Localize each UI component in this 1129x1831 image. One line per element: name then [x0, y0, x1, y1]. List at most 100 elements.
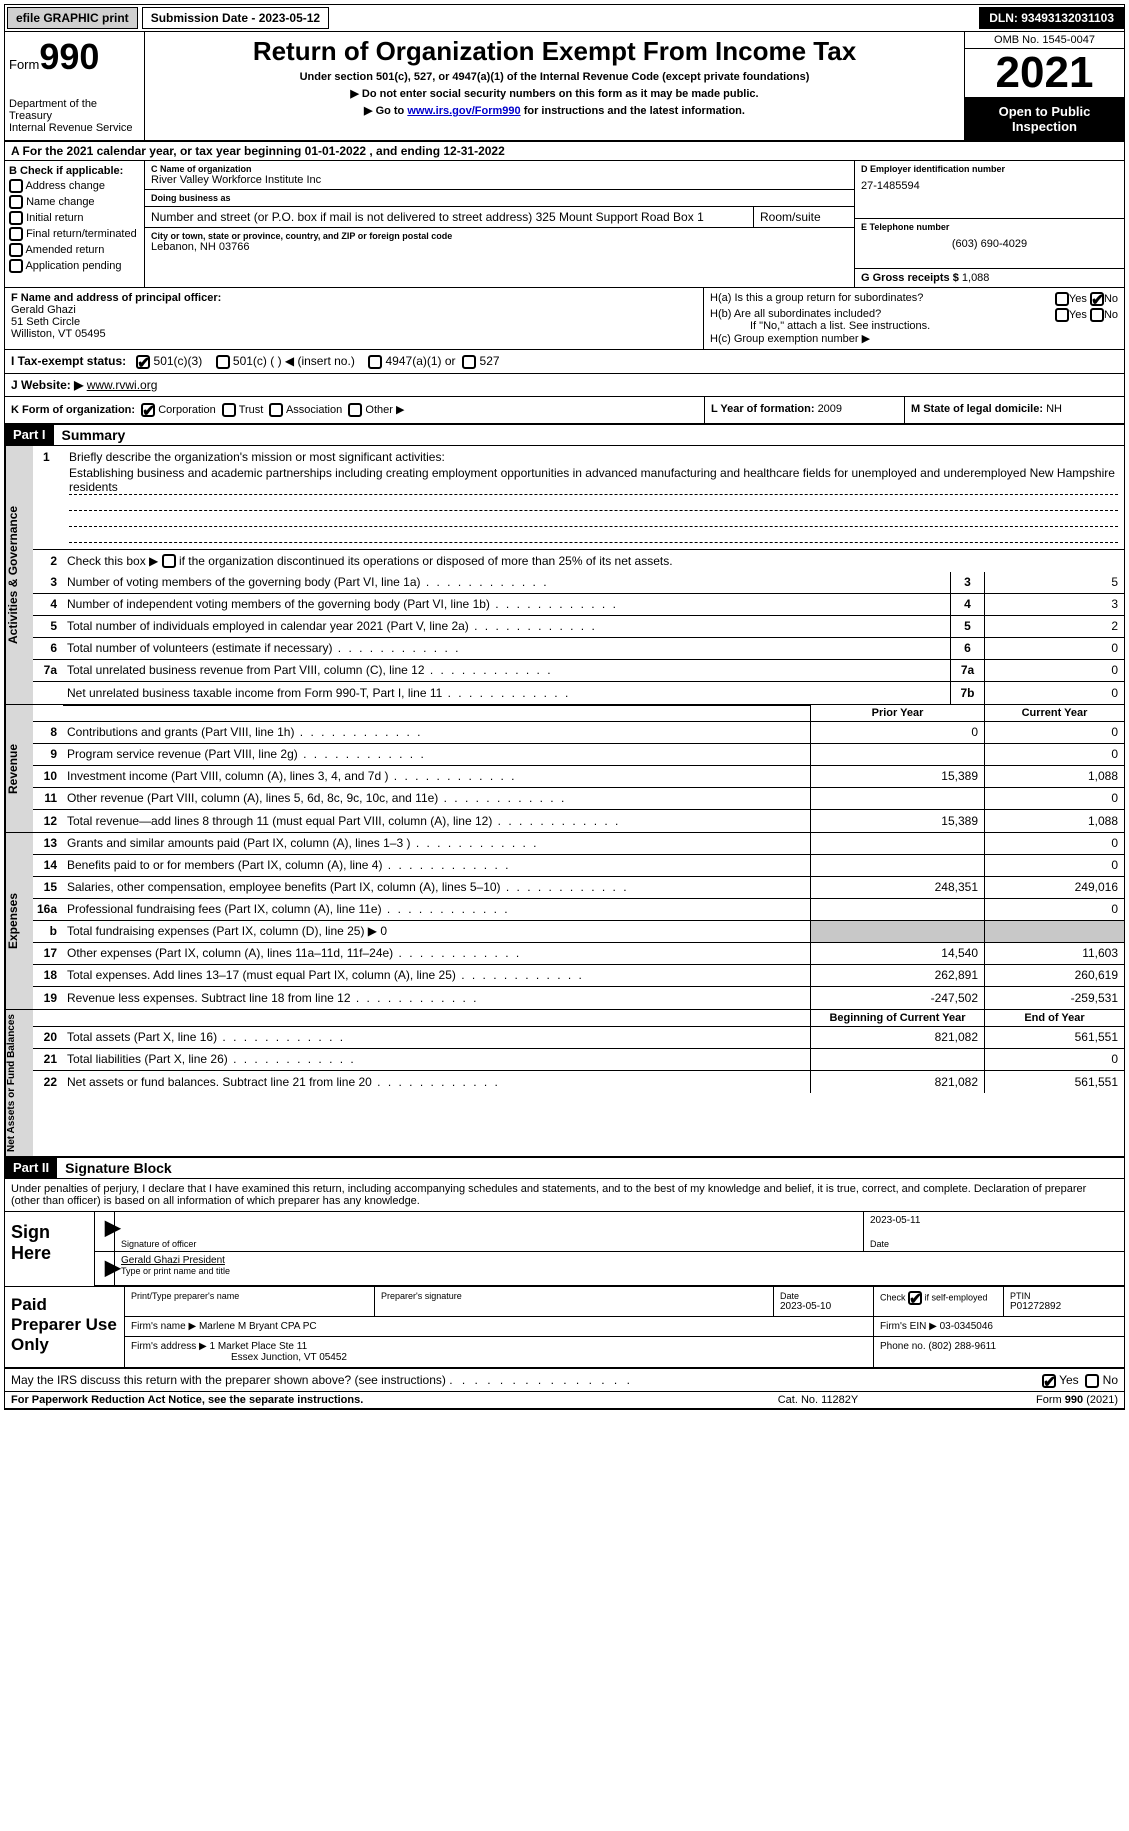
website-value: www.rvwi.org [87, 378, 158, 392]
type-name-lbl: Type or print name and title [121, 1266, 230, 1276]
footer: For Paperwork Reduction Act Notice, see … [5, 1392, 1124, 1409]
dba-label: Doing business as [151, 193, 848, 203]
table-row: bTotal fundraising expenses (Part IX, co… [33, 921, 1124, 943]
chk-other[interactable] [348, 403, 362, 417]
paid-preparer-block: Paid Preparer Use Only Print/Type prepar… [5, 1287, 1124, 1369]
ha-label: H(a) Is this a group return for subordin… [710, 292, 923, 304]
table-row: 12Total revenue—add lines 8 through 11 (… [33, 810, 1124, 832]
table-row: 22Net assets or fund balances. Subtract … [33, 1071, 1124, 1093]
ptin-value: P01272892 [1010, 1301, 1061, 1312]
section-net-assets: Net Assets or Fund Balances Beginning of… [5, 1010, 1124, 1158]
firm-addr2: Essex Junction, VT 05452 [131, 1352, 347, 1363]
col-current: Current Year [984, 705, 1124, 721]
table-row: 15Salaries, other compensation, employee… [33, 877, 1124, 899]
year-formation: 2009 [818, 403, 842, 415]
org-address: 325 Mount Support Road Box 1 [536, 210, 704, 224]
may-irs-discuss: May the IRS discuss this return with the… [5, 1369, 1124, 1392]
row-i: I Tax-exempt status: 501(c)(3) 501(c) ( … [5, 350, 1124, 374]
city-label: City or town, state or province, country… [151, 231, 848, 241]
part1-header: Part I Summary [5, 425, 1124, 446]
part2-header: Part II Signature Block [5, 1158, 1124, 1179]
chk-final-return[interactable]: Final return/terminated [9, 227, 140, 241]
state-domicile: NH [1046, 403, 1062, 415]
chk-corp[interactable] [141, 403, 155, 417]
chk-assoc[interactable] [269, 403, 283, 417]
g-label: G Gross receipts $ [861, 272, 962, 284]
dept-treasury: Department of the Treasury [9, 98, 140, 122]
chk-discontinued[interactable] [162, 554, 176, 568]
side-ag: Activities & Governance [5, 446, 33, 704]
open-to-public: Open to Public Inspection [965, 98, 1124, 140]
chk-address-change[interactable]: Address change [9, 179, 140, 193]
table-row: 9Program service revenue (Part VIII, lin… [33, 744, 1124, 766]
side-rev: Revenue [5, 705, 33, 832]
form-number: 990 [39, 36, 99, 77]
col-end: End of Year [984, 1010, 1124, 1026]
chk-trust[interactable] [222, 403, 236, 417]
page-title: Return of Organization Exempt From Incom… [149, 36, 960, 67]
chk-501c3[interactable] [136, 355, 150, 369]
section-revenue: Revenue Prior Year Current Year 8Contrib… [5, 705, 1124, 833]
f-label: F Name and address of principal officer: [11, 292, 221, 304]
efile-button[interactable]: efile GRAPHIC print [7, 7, 138, 29]
row-klm: K Form of organization: Corporation Trus… [5, 397, 1124, 425]
tax-year-range: A For the 2021 calendar year, or tax yea… [5, 142, 1124, 161]
table-row: Net unrelated business taxable income fr… [33, 682, 1124, 704]
ha-no[interactable] [1090, 292, 1104, 306]
org-name: River Valley Workforce Institute Inc [151, 174, 321, 186]
prep-date: 2023-05-10 [780, 1301, 831, 1312]
tax-year: 2021 [965, 49, 1124, 98]
q1-prompt: Briefly describe the organization's miss… [69, 450, 445, 464]
table-row: 17Other expenses (Part IX, column (A), l… [33, 943, 1124, 965]
officer-addr1: 51 Seth Circle [11, 316, 80, 328]
chk-name-change[interactable]: Name change [9, 195, 140, 209]
hc-label: H(c) Group exemption number ▶ [710, 332, 1118, 345]
hb-yes[interactable] [1055, 308, 1069, 322]
addr-label: Number and street (or P.O. box if mail i… [151, 210, 532, 224]
chk-4947[interactable] [368, 355, 382, 369]
firm-phone: (802) 288-9611 [928, 1341, 996, 1352]
hb-label: H(b) Are all subordinates included? [710, 308, 881, 320]
block-b-to-g: B Check if applicable: Address change Na… [5, 161, 1124, 288]
form-ref: Form 990 (2021) [918, 1394, 1118, 1406]
firm-ein: 03-0345046 [940, 1321, 993, 1332]
paperwork-notice: For Paperwork Reduction Act Notice, see … [11, 1394, 718, 1406]
room-label: Room/suite [760, 210, 821, 224]
subtitle-3-post: for instructions and the latest informat… [521, 105, 745, 117]
cat-no: Cat. No. 11282Y [718, 1394, 918, 1406]
q2-text: Check this box ▶ if the organization dis… [63, 552, 1124, 571]
form-990-page: efile GRAPHIC print Submission Date - 20… [4, 4, 1125, 1410]
chk-amended[interactable]: Amended return [9, 243, 140, 257]
table-row: 3Number of voting members of the governi… [33, 572, 1124, 594]
topbar: efile GRAPHIC print Submission Date - 20… [5, 5, 1124, 32]
table-row: 20Total assets (Part X, line 16)821,0825… [33, 1027, 1124, 1049]
discuss-yes[interactable] [1042, 1374, 1056, 1388]
ha-yes[interactable] [1055, 292, 1069, 306]
row-f-h: F Name and address of principal officer:… [5, 288, 1124, 350]
check-b-title: B Check if applicable: [9, 165, 140, 177]
table-row: 16aProfessional fundraising fees (Part I… [33, 899, 1124, 921]
omb-number: OMB No. 1545-0047 [965, 32, 1124, 49]
subtitle-2: ▶ Do not enter social security numbers o… [149, 87, 960, 100]
table-row: 4Number of independent voting members of… [33, 594, 1124, 616]
form-prefix: Form [9, 57, 39, 72]
phone-value: (603) 690-4029 [861, 232, 1118, 250]
chk-initial-return[interactable]: Initial return [9, 211, 140, 225]
side-exp: Expenses [5, 833, 33, 1009]
chk-501c[interactable] [216, 355, 230, 369]
table-row: 13Grants and similar amounts paid (Part … [33, 833, 1124, 855]
chk-app-pending[interactable]: Application pending [9, 259, 140, 273]
table-row: 5Total number of individuals employed in… [33, 616, 1124, 638]
hb-no[interactable] [1090, 308, 1104, 322]
row-j: J Website: ▶ www.rvwi.org [5, 374, 1124, 397]
org-city: Lebanon, NH 03766 [151, 241, 249, 253]
chk-self-employed[interactable] [908, 1291, 922, 1305]
discuss-no[interactable] [1085, 1374, 1099, 1388]
side-net: Net Assets or Fund Balances [5, 1010, 33, 1156]
section-activities-governance: Activities & Governance 1 Briefly descri… [5, 446, 1124, 705]
col-prior: Prior Year [810, 705, 984, 721]
subtitle-3-pre: ▶ Go to [364, 105, 407, 117]
irs-link[interactable]: www.irs.gov/Form990 [407, 105, 520, 117]
chk-527[interactable] [462, 355, 476, 369]
ein-value: 27-1485594 [861, 174, 1118, 192]
